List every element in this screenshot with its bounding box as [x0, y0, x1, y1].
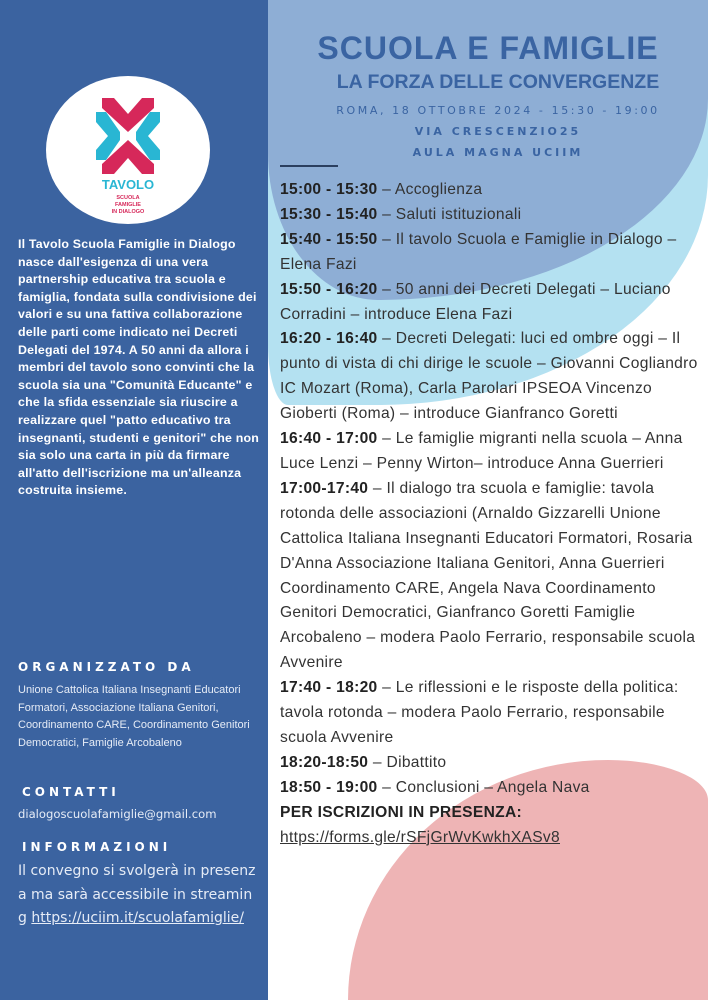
informazioni-text: Il convegno si svolgerà in presenza ma s…: [18, 863, 256, 926]
iscrizioni-link[interactable]: https://forms.gle/rSFjGrWvKwkhXASv8: [280, 828, 560, 846]
logo: TAVOLO SCUOLA FAMIGLIE IN DIALOGO: [46, 76, 210, 224]
svg-text:FAMIGLIE: FAMIGLIE: [115, 202, 141, 208]
schedule-item: 15:00 - 15:30 – Accoglienza: [280, 181, 483, 198]
organizzato-text: Unione Cattolica Italiana Insegnanti Edu…: [18, 684, 250, 749]
schedule-item: 16:20 - 16:40 – Decreti Delegati: luci e…: [280, 330, 698, 423]
svg-text:IN DIALOGO: IN DIALOGO: [112, 209, 145, 215]
schedule-item: 15:30 - 15:40 – Saluti istituzionali: [280, 205, 522, 223]
svg-text:TAVOLO: TAVOLO: [102, 177, 154, 192]
right-panel: SCUOLA E FAMIGLIE LA FORZA DELLE CONVERG…: [268, 0, 708, 1000]
schedule-item: 16:40 - 17:00 – Le famiglie migranti nel…: [280, 430, 683, 472]
schedule-item: 17:00-17:40 – Il dialogo tra scuola e fa…: [280, 479, 696, 672]
iscrizioni-label: PER ISCRIZIONI IN PRESENZA:: [280, 803, 523, 821]
page-title: SCUOLA E FAMIGLIE: [317, 30, 659, 66]
divider: [280, 165, 338, 167]
event-date: ROMA, 18 OTTOBRE 2024 - 15:30 - 19:00: [336, 104, 660, 117]
schedule-item: 18:50 - 19:00 – Conclusioni – Angela Nav…: [280, 778, 590, 796]
contatti-email[interactable]: dialogoscuolafamiglie@gmail.com: [18, 807, 217, 821]
schedule: 15:00 - 15:30 – Accoglienza 15:30 - 15:4…: [280, 178, 704, 850]
informazioni-heading: INFORMAZIONI: [22, 840, 172, 854]
schedule-item: 17:40 - 18:20 – Le riflessioni e le risp…: [280, 679, 679, 746]
svg-text:SCUOLA: SCUOLA: [116, 195, 139, 201]
intro-text: Il Tavolo Scuola Famiglie in Dialogo nas…: [18, 237, 260, 498]
event-address: VIA CRESCENZIO25: [414, 125, 582, 138]
organizzato-heading: ORGANIZZATO DA: [18, 660, 195, 674]
left-panel: TAVOLO SCUOLA FAMIGLIE IN DIALOGO Il Tav…: [0, 0, 268, 1000]
streaming-link[interactable]: https://uciim.it/scuolafamiglie/: [31, 910, 244, 926]
schedule-item: 15:40 - 15:50 – Il tavolo Scuola e Famig…: [280, 230, 677, 273]
schedule-item: 18:20-18:50 – Dibattito: [280, 753, 447, 771]
tavolo-logo-icon: TAVOLO SCUOLA FAMIGLIE IN DIALOGO: [96, 98, 160, 215]
schedule-item: 15:50 - 16:20 – 50 anni dei Decreti Dele…: [280, 280, 671, 323]
contatti-heading: CONTATTI: [22, 785, 120, 799]
event-room: AULA MAGNA UCIIM: [412, 146, 584, 159]
page-subtitle: LA FORZA DELLE CONVERGENZE: [336, 71, 660, 93]
